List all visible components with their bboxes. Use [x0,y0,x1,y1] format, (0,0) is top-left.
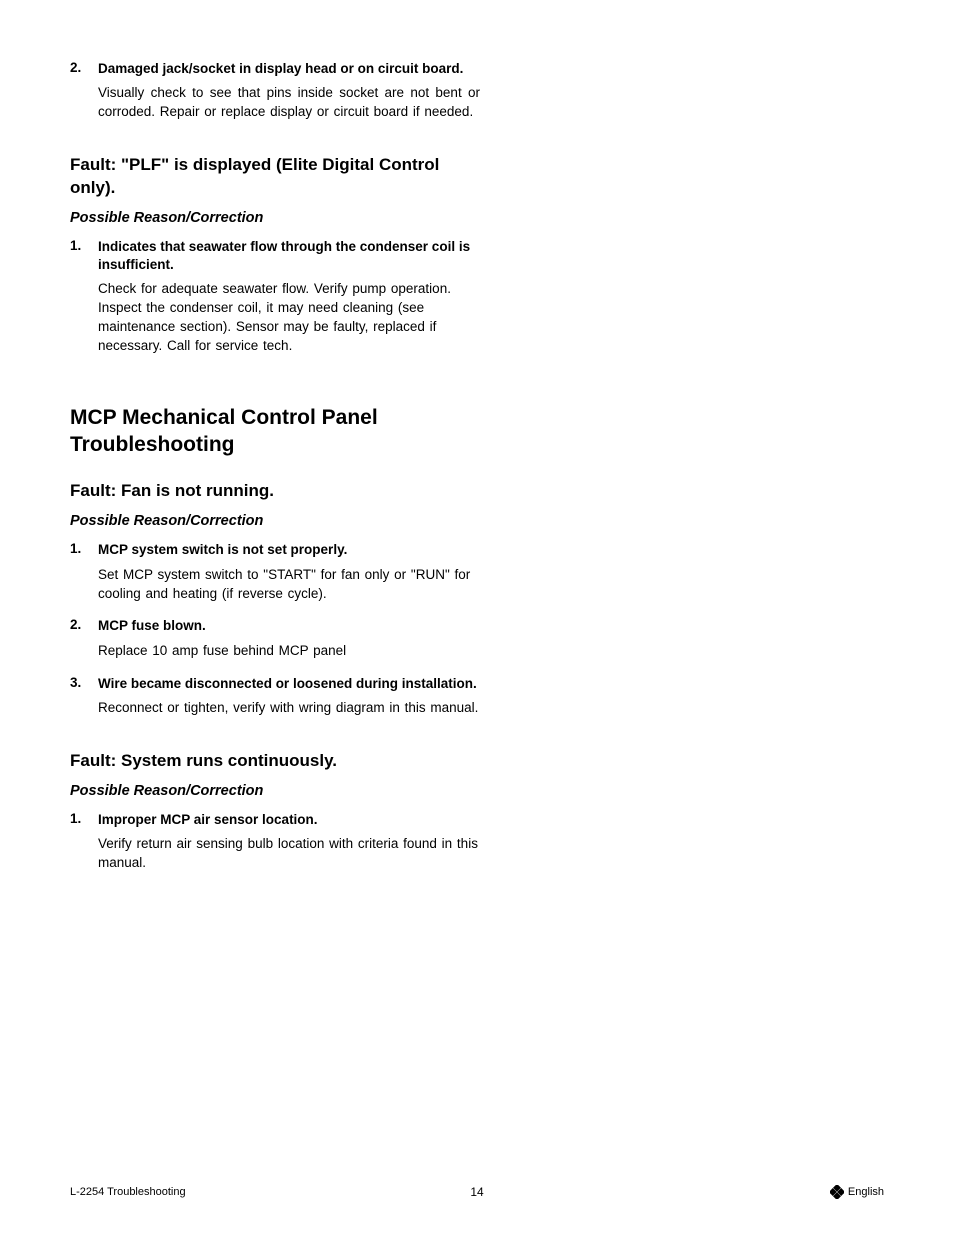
diamond-icon [830,1185,844,1199]
item-title: Improper MCP air sensor location. [98,811,480,829]
list-item: 3. Wire became disconnected or loosened … [70,675,478,718]
content-column: 2. Damaged jack/socket in display head o… [70,60,480,873]
item-title: MCP system switch is not set properly. [98,541,480,559]
item-number: 2. [70,60,98,122]
list-item: 1. MCP system switch is not set properly… [70,541,480,603]
sub-heading: Possible Reason/Correction [70,783,480,799]
list-item: 1. Improper MCP air sensor location. Ver… [70,811,480,873]
item-number: 1. [70,811,98,873]
footer-left-text: L-2254 Troubleshooting [70,1186,186,1198]
sub-heading: Possible Reason/Correction [70,513,480,529]
footer-right: English [830,1185,884,1199]
fault-heading-continuous: Fault: System runs continuously. [70,750,480,773]
list-item: 1. Indicates that seawater flow through … [70,238,480,356]
item-text: Reconnect or tighten, verify with wring … [98,699,478,718]
page-number: 14 [470,1185,483,1199]
item-text: Replace 10 amp fuse behind MCP panel [98,642,346,661]
item-title: Wire became disconnected or loosened dur… [98,675,478,693]
item-number: 1. [70,238,98,356]
item-text: Set MCP system switch to "START" for fan… [98,566,480,604]
item-body: Indicates that seawater flow through the… [98,238,480,356]
item-title: Indicates that seawater flow through the… [98,238,480,274]
section-title: MCP Mechanical Control Panel Troubleshoo… [70,404,480,459]
item-text: Check for adequate seawater flow. Verify… [98,280,480,356]
item-text: Visually check to see that pins inside s… [98,84,480,122]
item-body: MCP system switch is not set properly. S… [98,541,480,603]
fault-heading-plf: Fault: "PLF" is displayed (Elite Digital… [70,154,480,200]
item-number: 3. [70,675,98,718]
item-body: Improper MCP air sensor location. Verify… [98,811,480,873]
footer-language: English [848,1186,884,1198]
page-footer: L-2254 Troubleshooting 14 English [70,1185,884,1199]
item-title: Damaged jack/socket in display head or o… [98,60,480,78]
fault-heading-fan: Fault: Fan is not running. [70,480,480,503]
list-item: 2. MCP fuse blown. Replace 10 amp fuse b… [70,617,346,660]
item-number: 1. [70,541,98,603]
list-item: 2. Damaged jack/socket in display head o… [70,60,480,122]
item-number: 2. [70,617,98,660]
item-title: MCP fuse blown. [98,617,346,635]
item-body: Wire became disconnected or loosened dur… [98,675,478,718]
sub-heading: Possible Reason/Correction [70,210,480,226]
item-text: Verify return air sensing bulb location … [98,835,480,873]
item-body: MCP fuse blown. Replace 10 amp fuse behi… [98,617,346,660]
item-body: Damaged jack/socket in display head or o… [98,60,480,122]
